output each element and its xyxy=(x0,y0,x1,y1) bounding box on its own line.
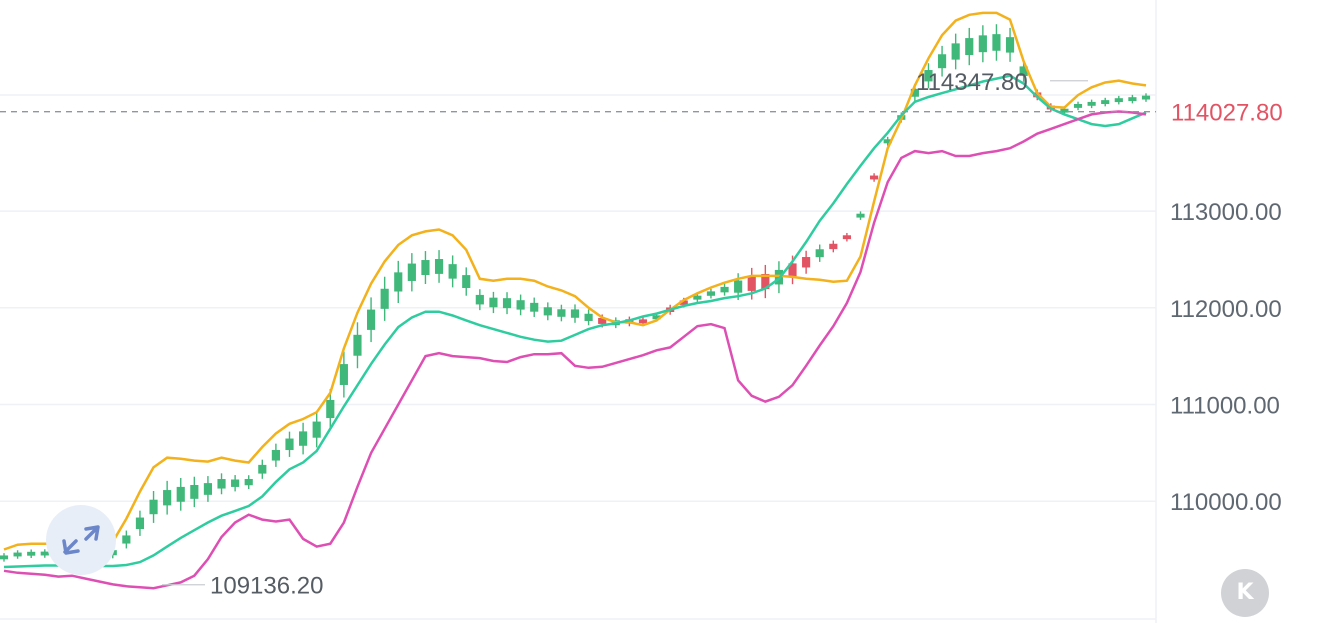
current-price-label: 114027.80 xyxy=(1171,100,1283,127)
candle-body xyxy=(448,264,457,279)
upper-band-line xyxy=(3,11,1147,551)
candle-body xyxy=(693,295,702,300)
candle-body xyxy=(1019,66,1028,77)
candle-body xyxy=(285,438,294,451)
candle-body xyxy=(965,38,974,56)
low-price-label: 109136.20 xyxy=(210,573,323,600)
expand-chart-button[interactable] xyxy=(46,505,116,575)
price-tick-label: 111000.00 xyxy=(1170,393,1280,420)
bands-layer xyxy=(3,11,1147,590)
candle-body xyxy=(299,431,308,446)
candle-body xyxy=(13,552,22,557)
candle-body xyxy=(829,243,838,250)
candle-body xyxy=(910,88,919,97)
candle-body xyxy=(557,309,566,317)
candle-body xyxy=(992,34,1001,51)
candle-body xyxy=(271,449,280,461)
candle-body xyxy=(570,309,580,318)
candle-body xyxy=(1101,100,1110,105)
candle-body xyxy=(312,421,321,438)
middle-band-line xyxy=(3,74,1147,569)
candle-body xyxy=(584,313,593,321)
annotations-layer: 114027.80 114347.80 109136.20 xyxy=(0,69,1283,600)
candle-body xyxy=(652,315,661,320)
candle-body xyxy=(802,257,811,268)
candle-body xyxy=(135,517,145,530)
candle-body xyxy=(1141,95,1151,100)
candle-body xyxy=(1087,101,1096,106)
candle-body xyxy=(720,286,729,293)
candle-body xyxy=(40,551,49,556)
candle-body xyxy=(462,275,471,288)
candle-body xyxy=(598,317,607,324)
candle-body xyxy=(1114,98,1123,103)
candle-body xyxy=(190,485,199,499)
lower-band-line xyxy=(3,110,1147,590)
kline-toggle-icon[interactable]: K xyxy=(1221,569,1269,617)
candle-body xyxy=(679,300,688,305)
candle-body xyxy=(1005,37,1015,53)
candle-body xyxy=(217,479,226,489)
candle-body xyxy=(706,291,716,296)
candle-body xyxy=(883,139,892,144)
candle-body xyxy=(27,551,36,556)
candle-body xyxy=(0,555,9,560)
candle-body xyxy=(530,302,539,312)
candle-body xyxy=(937,54,947,69)
candle-body xyxy=(842,235,851,240)
candle-body xyxy=(475,294,484,305)
candle-body xyxy=(203,483,213,495)
candle-body xyxy=(163,490,172,506)
candle-body xyxy=(434,259,444,274)
candle-body xyxy=(978,35,987,53)
candle-body xyxy=(258,464,267,474)
candle-body xyxy=(870,175,879,180)
candle-body xyxy=(516,300,525,310)
candle-body xyxy=(394,272,403,292)
price-tick-label: 112000.00 xyxy=(1170,296,1282,323)
candle-body xyxy=(638,319,648,324)
candle-body xyxy=(380,288,389,309)
candle-body xyxy=(1128,97,1137,102)
candle-body xyxy=(1060,108,1069,113)
candle-body xyxy=(734,280,743,293)
candle-body xyxy=(366,309,376,330)
candle-body xyxy=(815,249,824,258)
candle-body xyxy=(122,535,131,544)
price-tick-label: 113000.00 xyxy=(1170,199,1282,226)
candle-body xyxy=(149,499,158,515)
high-price-label: 114347.80 xyxy=(916,69,1028,96)
candle-body xyxy=(951,43,960,60)
candle-body xyxy=(421,260,430,276)
candle-body xyxy=(326,399,335,419)
expand-arrows-icon xyxy=(62,525,100,555)
price-tick-label: 110000.00 xyxy=(1170,489,1282,516)
candle-body xyxy=(244,478,253,486)
candle-body xyxy=(353,334,362,356)
candle-body xyxy=(1073,104,1083,108)
grid-layer xyxy=(0,0,1157,623)
candle-body xyxy=(489,297,498,308)
candle-body xyxy=(502,298,512,309)
candle-body xyxy=(856,213,865,218)
candle-body xyxy=(761,274,770,290)
candle-body xyxy=(176,486,185,502)
price-axis: 113000.00 112000.00 111000.00 110000.00 xyxy=(1170,199,1282,516)
candle-body xyxy=(543,307,552,316)
candle-body xyxy=(339,364,348,385)
candle-body xyxy=(231,479,240,487)
candles-layer xyxy=(0,24,1151,562)
candle-body xyxy=(788,263,797,277)
candle-body xyxy=(747,276,756,291)
candle-body xyxy=(407,263,416,281)
candle-body xyxy=(924,70,933,82)
